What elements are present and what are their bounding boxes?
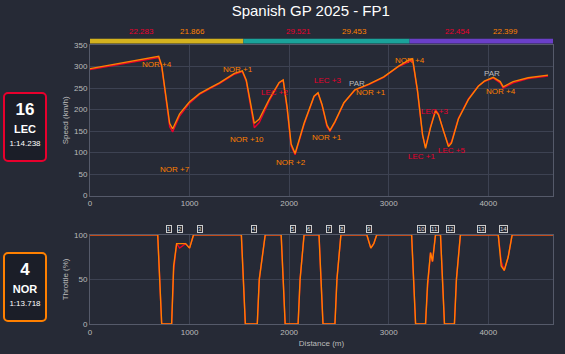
svg-text:LEC +5: LEC +5	[438, 146, 465, 155]
svg-text:100: 100	[74, 231, 88, 240]
svg-text:100: 100	[74, 148, 88, 157]
svg-text:22.399: 22.399	[493, 27, 518, 36]
svg-text:50: 50	[78, 275, 87, 284]
svg-text:3000: 3000	[380, 328, 398, 337]
svg-text:250: 250	[74, 84, 88, 93]
svg-text:2000: 2000	[280, 328, 298, 337]
svg-text:NOR +10: NOR +10	[230, 135, 264, 144]
svg-text:NOR +7: NOR +7	[160, 165, 190, 174]
svg-text:300: 300	[74, 62, 88, 71]
svg-text:50: 50	[78, 170, 87, 179]
svg-text:1000: 1000	[181, 199, 199, 208]
svg-text:0: 0	[83, 191, 88, 200]
svg-text:13: 13	[478, 226, 485, 232]
svg-text:3: 3	[198, 226, 202, 232]
svg-text:1: 1	[167, 226, 171, 232]
svg-text:29.453: 29.453	[342, 27, 367, 36]
svg-text:Speed (km/h): Speed (km/h)	[61, 96, 70, 144]
svg-text:14: 14	[500, 226, 507, 232]
svg-text:LEC +3: LEC +3	[421, 107, 448, 116]
svg-text:11: 11	[431, 226, 438, 232]
html-text:NOR: NOR	[12, 283, 38, 295]
svg-text:8: 8	[340, 226, 344, 232]
svg-text:4: 4	[252, 226, 256, 232]
html-text:4: 4	[20, 260, 30, 279]
svg-text:0: 0	[88, 328, 93, 337]
html-text:LEC: LEC	[14, 123, 36, 135]
svg-text:NOR +2: NOR +2	[276, 158, 306, 167]
svg-text:1000: 1000	[181, 328, 199, 337]
svg-text:3000: 3000	[380, 199, 398, 208]
svg-text:0: 0	[83, 320, 88, 329]
svg-text:PAR: PAR	[349, 79, 365, 88]
svg-text:NOR +1: NOR +1	[312, 133, 342, 142]
svg-text:350: 350	[74, 41, 88, 50]
svg-text:LEC +1: LEC +1	[408, 152, 435, 161]
svg-text:NOR +4: NOR +4	[395, 56, 425, 65]
svg-text:4000: 4000	[479, 328, 497, 337]
html-text:16: 16	[15, 100, 35, 119]
svg-text:200: 200	[74, 105, 88, 114]
svg-text:6: 6	[307, 226, 311, 232]
svg-text:22.283: 22.283	[129, 27, 154, 36]
svg-text:7: 7	[327, 226, 331, 232]
svg-text:22.454: 22.454	[445, 27, 470, 36]
html-text:1:14.238: 1:14.238	[9, 139, 41, 148]
svg-text:5: 5	[291, 226, 295, 232]
svg-text:LEC +2: LEC +2	[261, 88, 288, 97]
svg-text:2: 2	[178, 226, 182, 232]
svg-text:NOR +4: NOR +4	[486, 87, 516, 96]
svg-text:Spanish GP 2025 - FP1: Spanish GP 2025 - FP1	[232, 2, 390, 19]
html-text:1:13.718: 1:13.718	[9, 299, 41, 308]
svg-text:PAR: PAR	[484, 69, 500, 78]
svg-text:Distance (m): Distance (m)	[299, 339, 345, 348]
svg-text:2000: 2000	[280, 199, 298, 208]
svg-text:NOR +1: NOR +1	[356, 88, 386, 97]
svg-text:150: 150	[74, 127, 88, 136]
svg-text:LEC +3: LEC +3	[314, 76, 341, 85]
svg-text:4000: 4000	[479, 199, 497, 208]
svg-text:10: 10	[418, 226, 425, 232]
svg-text:29.521: 29.521	[286, 27, 311, 36]
svg-text:0: 0	[88, 199, 93, 208]
svg-text:21.866: 21.866	[180, 27, 205, 36]
svg-text:Throttle (%): Throttle (%)	[61, 258, 70, 300]
svg-text:12: 12	[447, 226, 454, 232]
svg-text:NOR +4: NOR +4	[142, 60, 172, 69]
svg-text:NOR +1: NOR +1	[223, 65, 253, 74]
svg-text:9: 9	[367, 226, 371, 232]
